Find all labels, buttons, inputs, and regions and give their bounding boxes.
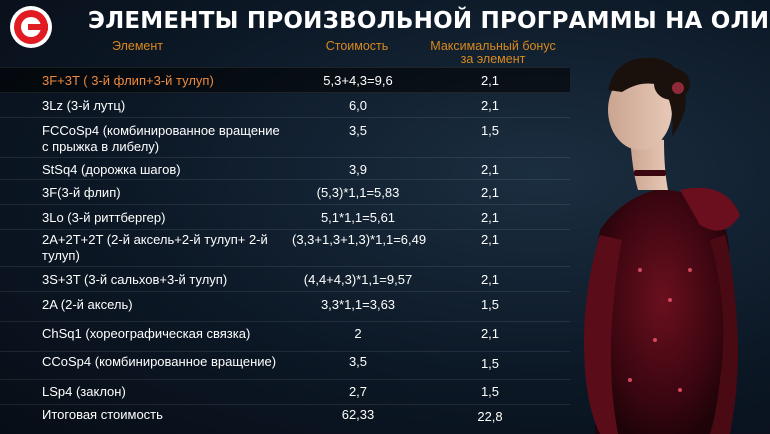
row-element: FCCoSp4 (комбинированное вращение с прыж… bbox=[42, 123, 280, 154]
row-element: LSp4 (заклон) bbox=[42, 384, 126, 399]
row-bonus: 2,1 bbox=[480, 98, 500, 113]
row-cost: 2,7 bbox=[348, 384, 368, 399]
row-cost: (3,3+1,3+1,3)*1,1=6,49 bbox=[292, 232, 427, 247]
row-element: 2A (2-й аксель) bbox=[42, 297, 133, 312]
row-cost: 3,3*1,1=3,63 bbox=[320, 297, 396, 312]
row-bonus: 2,1 bbox=[480, 162, 500, 177]
row-bonus: 1,5 bbox=[480, 297, 500, 312]
row-element: 3Lo (3-й риттбергер) bbox=[42, 210, 166, 225]
table-row: 3Lo (3-й риттбергер) 5,1*1,1=5,61 2,1 bbox=[0, 204, 570, 230]
row-cost: (5,3)*1,1=5,83 bbox=[316, 185, 400, 200]
row-cost: 3,9 bbox=[348, 162, 368, 177]
row-cost: 3,5 bbox=[348, 354, 368, 369]
table-row: StSq4 (дорожка шагов) 3,9 2,1 bbox=[0, 157, 570, 180]
row-element: 3Lz (3-й лутц) bbox=[42, 98, 126, 113]
row-bonus: 1,5 bbox=[480, 123, 500, 138]
column-header-bonus-line1: Максимальный бонус bbox=[430, 39, 556, 53]
row-cost: 5,1*1,1=5,61 bbox=[320, 210, 396, 225]
table-row: LSp4 (заклон) 2,7 1,5 bbox=[0, 379, 570, 405]
row-element: 3S+3T (3-й сальхов+3-й тулуп) bbox=[42, 272, 228, 287]
table-row: 3Lz (3-й лутц) 6,0 2,1 bbox=[0, 92, 570, 118]
column-header-cost: Стоимость bbox=[325, 39, 389, 53]
row-bonus: 22,8 bbox=[477, 409, 503, 424]
row-element: CCoSp4 (комбинированное вращение) bbox=[42, 354, 277, 369]
table-row: 2A+2T+2T (2-й аксель+2-й тулуп+ 2-й тулу… bbox=[0, 229, 570, 267]
page-title: ЭЛЕМЕНТЫ ПРОИЗВОЛЬНОЙ ПРОГРАММЫ НА ОЛИМП… bbox=[88, 8, 770, 34]
row-bonus: 2,1 bbox=[480, 326, 500, 341]
row-element: 3F+3T ( 3-й флип+3-й тулуп) bbox=[42, 73, 214, 88]
row-bonus: 2,1 bbox=[480, 185, 500, 200]
table-row: FCCoSp4 (комбинированное вращение с прыж… bbox=[0, 117, 570, 158]
column-header-bonus-line2: за элемент bbox=[460, 52, 526, 66]
row-cost: 62,33 bbox=[341, 407, 375, 422]
table-row: 3S+3T (3-й сальхов+3-й тулуп) (4,4+4,3)*… bbox=[0, 266, 570, 292]
table-row-total: Итоговая стоимость 62,33 22,8 bbox=[0, 404, 570, 434]
table-row: 3F+3T ( 3-й флип+3-й тулуп) 5,3+4,3=9,6 … bbox=[0, 67, 570, 93]
skater-photo bbox=[584, 57, 740, 434]
row-cost: 3,5 bbox=[348, 123, 368, 138]
row-bonus: 1,5 bbox=[480, 384, 500, 399]
row-bonus: 2,1 bbox=[480, 232, 500, 247]
row-cost: 6,0 bbox=[348, 98, 368, 113]
row-element: ChSq1 (хореографическая связка) bbox=[42, 326, 251, 341]
row-cost: 2 bbox=[354, 326, 362, 341]
row-element: Итоговая стоимость bbox=[42, 407, 163, 422]
row-element: 3F(3-й флип) bbox=[42, 185, 121, 200]
table-row: 2A (2-й аксель) 3,3*1,1=3,63 1,5 bbox=[0, 291, 570, 322]
column-header-element: Элемент bbox=[112, 39, 163, 53]
table-row: CCoSp4 (комбинированное вращение) 3,5 1,… bbox=[0, 351, 570, 380]
column-header-bonus: Максимальный бонус за элемент bbox=[422, 40, 564, 66]
table-row: 3F(3-й флип) (5,3)*1,1=5,83 2,1 bbox=[0, 179, 570, 205]
row-element: StSq4 (дорожка шагов) bbox=[42, 162, 181, 177]
logo bbox=[10, 6, 52, 48]
row-bonus: 2,1 bbox=[480, 272, 500, 287]
row-bonus: 1,5 bbox=[480, 356, 500, 371]
row-cost: 5,3+4,3=9,6 bbox=[323, 73, 393, 88]
table-row: ChSq1 (хореографическая связка) 2 2,1 bbox=[0, 321, 570, 352]
row-cost: (4,4+4,3)*1,1=9,57 bbox=[303, 272, 413, 287]
row-bonus: 2,1 bbox=[480, 210, 500, 225]
row-bonus: 2,1 bbox=[480, 73, 500, 88]
row-element: 2A+2T+2T (2-й аксель+2-й тулуп+ 2-й тулу… bbox=[42, 232, 268, 263]
